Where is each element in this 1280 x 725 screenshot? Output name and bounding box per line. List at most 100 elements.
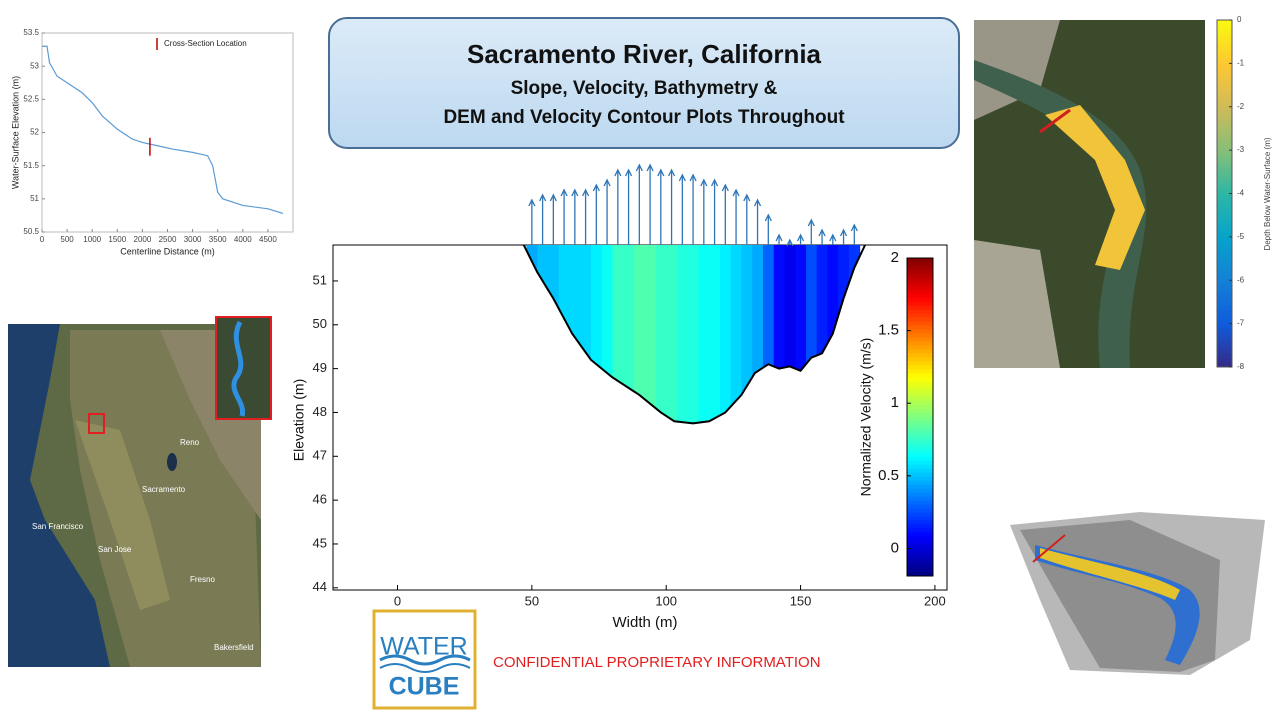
colorbar-tick-label: 0.5	[878, 467, 899, 484]
velocity-cell	[612, 245, 624, 424]
colorbar-step	[1217, 54, 1232, 60]
colorbar-step	[1217, 349, 1232, 355]
colorbar-step	[1217, 20, 1232, 25]
colorbar-step	[907, 329, 933, 335]
colorbar-tick-label: -1	[1237, 58, 1245, 67]
colorbar-step	[907, 289, 933, 295]
arrow-head	[753, 198, 762, 207]
colorbar-step	[907, 409, 933, 414]
arrow-head	[721, 183, 729, 192]
logo	[372, 609, 477, 710]
velocity-cell	[795, 245, 807, 424]
colorbar-step	[907, 281, 933, 287]
velocity-cell	[644, 245, 656, 424]
x-tick-label: 2500	[159, 235, 177, 244]
x-tick-label: 1500	[108, 235, 126, 244]
colorbar-step	[907, 373, 933, 378]
arrow-head	[539, 193, 547, 202]
colorbar-step	[907, 357, 933, 362]
colorbar-step	[1217, 310, 1232, 316]
colorbar-step	[1217, 327, 1232, 333]
colorbar-tick-label: -8	[1237, 362, 1245, 371]
arrow-head	[786, 238, 794, 247]
colorbar-step	[1217, 271, 1232, 277]
colorbar-step	[1217, 180, 1232, 186]
colorbar-step	[907, 389, 933, 394]
x-tick-label: 3000	[184, 235, 202, 244]
slide-title: Sacramento River, California	[467, 39, 822, 69]
colorbar-step	[1217, 280, 1232, 286]
colorbar-step	[907, 385, 933, 390]
velocity-cell	[569, 245, 581, 424]
x-axis-label: Centerline Distance (m)	[120, 246, 215, 256]
colorbar-step	[1217, 132, 1232, 138]
colorbar-step	[1217, 314, 1232, 320]
colorbar-step	[907, 337, 933, 342]
colorbar-step	[1217, 167, 1232, 173]
y-axis-label: Water-Surface Elevation (m)	[10, 76, 20, 189]
colorbar-step	[1217, 63, 1232, 69]
colorbar-step	[1217, 301, 1232, 307]
colorbar-step	[907, 341, 933, 346]
colorbar-tick-label: 1.5	[878, 322, 899, 339]
dem-3d	[1010, 512, 1265, 675]
colorbar-step	[907, 428, 933, 434]
arrow-head	[549, 193, 557, 202]
colorbar-step	[1217, 288, 1232, 294]
colorbar-step	[1217, 245, 1232, 251]
y-tick-label: 52.5	[23, 94, 39, 103]
colorbar-step	[907, 273, 933, 279]
velocity-cell	[601, 245, 613, 424]
velocity-cell	[709, 245, 721, 424]
y-tick-label: 53	[30, 61, 39, 70]
arrow-head	[528, 198, 536, 207]
colorbar-step	[907, 516, 933, 521]
colorbar-step	[907, 492, 933, 497]
colorbar-step	[1217, 323, 1232, 329]
colorbar-step	[1217, 33, 1232, 38]
colorbar-step	[907, 460, 933, 466]
colorbar-step	[907, 305, 933, 311]
velocity-cell	[816, 245, 828, 424]
arrow-head	[667, 168, 676, 177]
velocity-field	[526, 245, 861, 424]
colorbar-tick-label: 2	[891, 249, 899, 266]
colorbar-step	[1217, 119, 1232, 125]
colorbar-step	[907, 369, 933, 374]
velocity-cell	[666, 245, 678, 424]
plot-frame	[41, 32, 294, 233]
colorbar-step	[1217, 128, 1232, 134]
colorbar-step	[1217, 219, 1232, 225]
arrow-head	[743, 193, 751, 202]
x-tick-label: 0	[40, 235, 45, 244]
arrow-head	[764, 213, 772, 222]
colorbar-step	[907, 548, 933, 553]
colorbar-step	[907, 361, 933, 366]
velocity-cell	[784, 245, 796, 424]
x-tick-label: 50	[525, 593, 539, 608]
colorbar-step	[1217, 98, 1232, 103]
colorbar-step	[907, 309, 933, 315]
colorbar-step	[1217, 210, 1232, 216]
colorbar-step	[1217, 254, 1232, 260]
y-tick-label: 49	[313, 360, 327, 375]
colorbar-step	[907, 321, 933, 327]
velocity-cell	[655, 245, 667, 424]
x-axis-label: Width (m)	[613, 614, 678, 631]
velocity-cell	[623, 245, 635, 424]
colorbar-step	[907, 365, 933, 370]
y-axis-label: Elevation (m)	[291, 379, 307, 461]
colorbar-step	[1217, 67, 1232, 73]
arrow-head	[732, 188, 740, 197]
arrow-head	[635, 163, 643, 172]
colorbar-tick-label: -4	[1237, 189, 1245, 198]
colorbar-step	[907, 524, 933, 529]
velocity-cell	[698, 245, 710, 424]
colorbar-step	[1217, 262, 1232, 268]
y-tick-label: 51	[313, 272, 327, 287]
colorbar-step	[1217, 106, 1232, 112]
colorbar-step	[907, 353, 933, 358]
colorbar-step	[1217, 154, 1232, 160]
velocity-cell	[676, 245, 689, 424]
